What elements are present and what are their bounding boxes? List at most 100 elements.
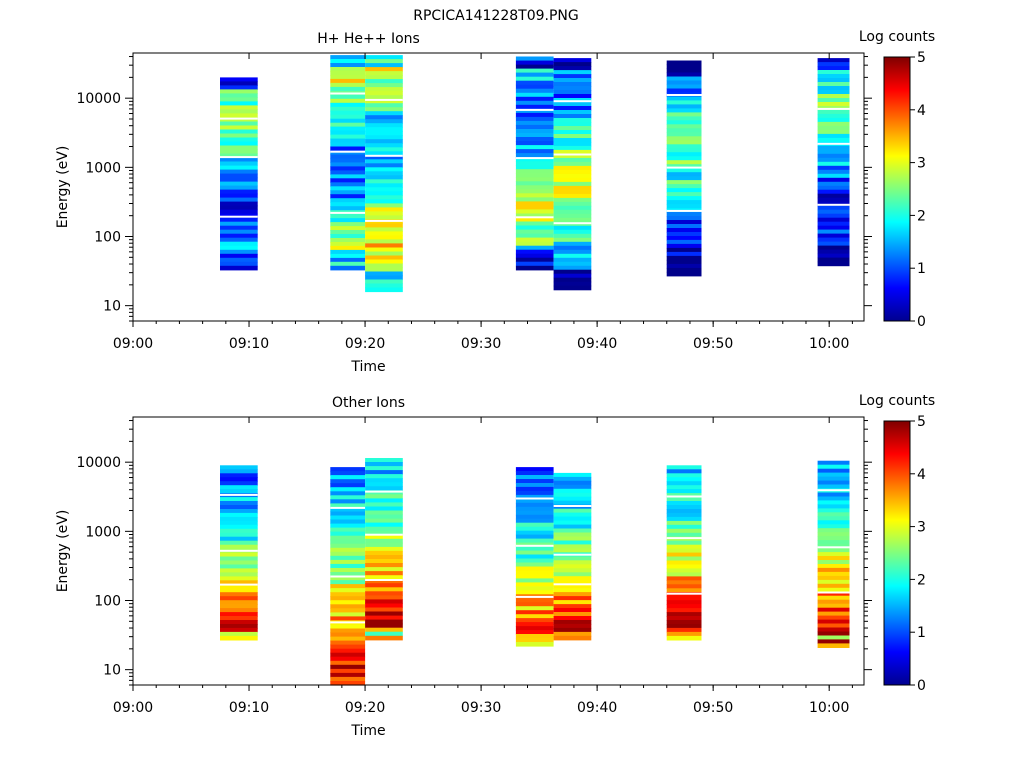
energy-bin [553,572,592,577]
energy-bin [515,475,554,480]
y-tick-label: 1000 [85,524,121,540]
data-gap [220,156,258,159]
energy-bin [666,243,702,249]
energy-bin [553,516,592,522]
energy-bin [220,193,258,199]
energy-bin [365,546,403,552]
energy-bin [817,496,850,502]
energy-bin [515,498,554,504]
energy-bin [817,639,850,644]
energy-bin [220,588,258,593]
energy-bin [220,229,258,235]
energy-bin [330,59,366,64]
energy-bin [553,588,592,593]
energy-bin [666,524,702,530]
energy-bin [220,544,258,550]
energy-bin [365,175,403,180]
data-gap [330,92,366,95]
energy-bin [553,237,592,243]
energy-bin [365,267,403,273]
energy-bin [553,528,592,534]
energy-bin [330,507,366,512]
energy-bin [817,560,850,565]
energy-bin [515,108,554,114]
plot-frame [132,416,865,686]
energy-bin [817,261,850,267]
energy-bin [365,195,403,200]
energy-bin [666,120,702,125]
energy-bin [515,229,554,235]
energy-bin [666,84,702,90]
energy-bin [220,505,258,510]
energy-bin [553,181,592,187]
energy-bin [365,555,403,560]
energy-bin [220,512,258,518]
energy-bin [553,197,592,203]
data-gap [365,533,403,536]
energy-bin [817,603,850,609]
energy-bin [330,138,366,144]
energy-bin [666,505,702,510]
energy-bin [330,150,366,156]
energy-bin [817,460,850,466]
energy-bin [220,257,258,263]
energy-bin [515,566,554,572]
energy-bin [553,66,592,71]
energy-bin [220,481,258,486]
energy-bin [553,173,592,179]
energy-bin [817,611,850,617]
energy-bin [220,635,258,641]
energy-bin [365,631,403,637]
energy-bin [817,225,850,231]
energy-bin [330,122,366,128]
energy-bin [553,608,592,613]
energy-bin [553,138,592,143]
energy-bin [330,206,366,211]
energy-bin [365,518,403,524]
data-gap [330,150,366,153]
energy-bin [817,173,850,179]
energy-bin [515,570,554,575]
energy-bin [365,87,403,92]
energy-bin [365,79,403,84]
energy-bin [666,188,702,193]
data-column [220,77,258,271]
energy-bin [330,174,366,179]
energy-bin [330,471,366,476]
energy-bin [330,483,366,488]
energy-bin [220,241,258,247]
energy-bin [666,620,702,625]
energy-bin [515,479,554,484]
energy-bin [553,580,592,585]
energy-bin [220,552,258,558]
panel-title: H+ He++ Ions [317,31,420,47]
energy-bin [515,558,554,564]
y-tick-label: 100 [94,229,121,245]
energy-bin [220,627,258,633]
energy-bin [515,116,554,122]
energy-bin [220,576,258,581]
energy-bin [330,559,366,565]
energy-bin [666,616,702,621]
energy-bin [220,473,258,478]
energy-bin [817,257,850,263]
energy-bin [553,620,592,625]
energy-bin [220,592,258,597]
energy-bin [666,68,702,74]
energy-bin [220,509,258,514]
energy-bin [220,501,258,506]
energy-bin [365,183,403,188]
energy-bin [365,255,403,261]
data-gap [330,621,366,624]
energy-bin [365,151,403,156]
energy-bin [365,159,403,164]
colorbar: Log counts 0 1 2 3 4 5 [859,393,935,694]
energy-bin [330,515,366,521]
energy-bin [220,177,258,183]
energy-bin [330,588,366,593]
energy-bin [220,225,258,231]
energy-bin [666,200,702,205]
energy-bin [666,624,702,629]
energy-bin [817,556,850,561]
energy-bin [330,600,366,605]
